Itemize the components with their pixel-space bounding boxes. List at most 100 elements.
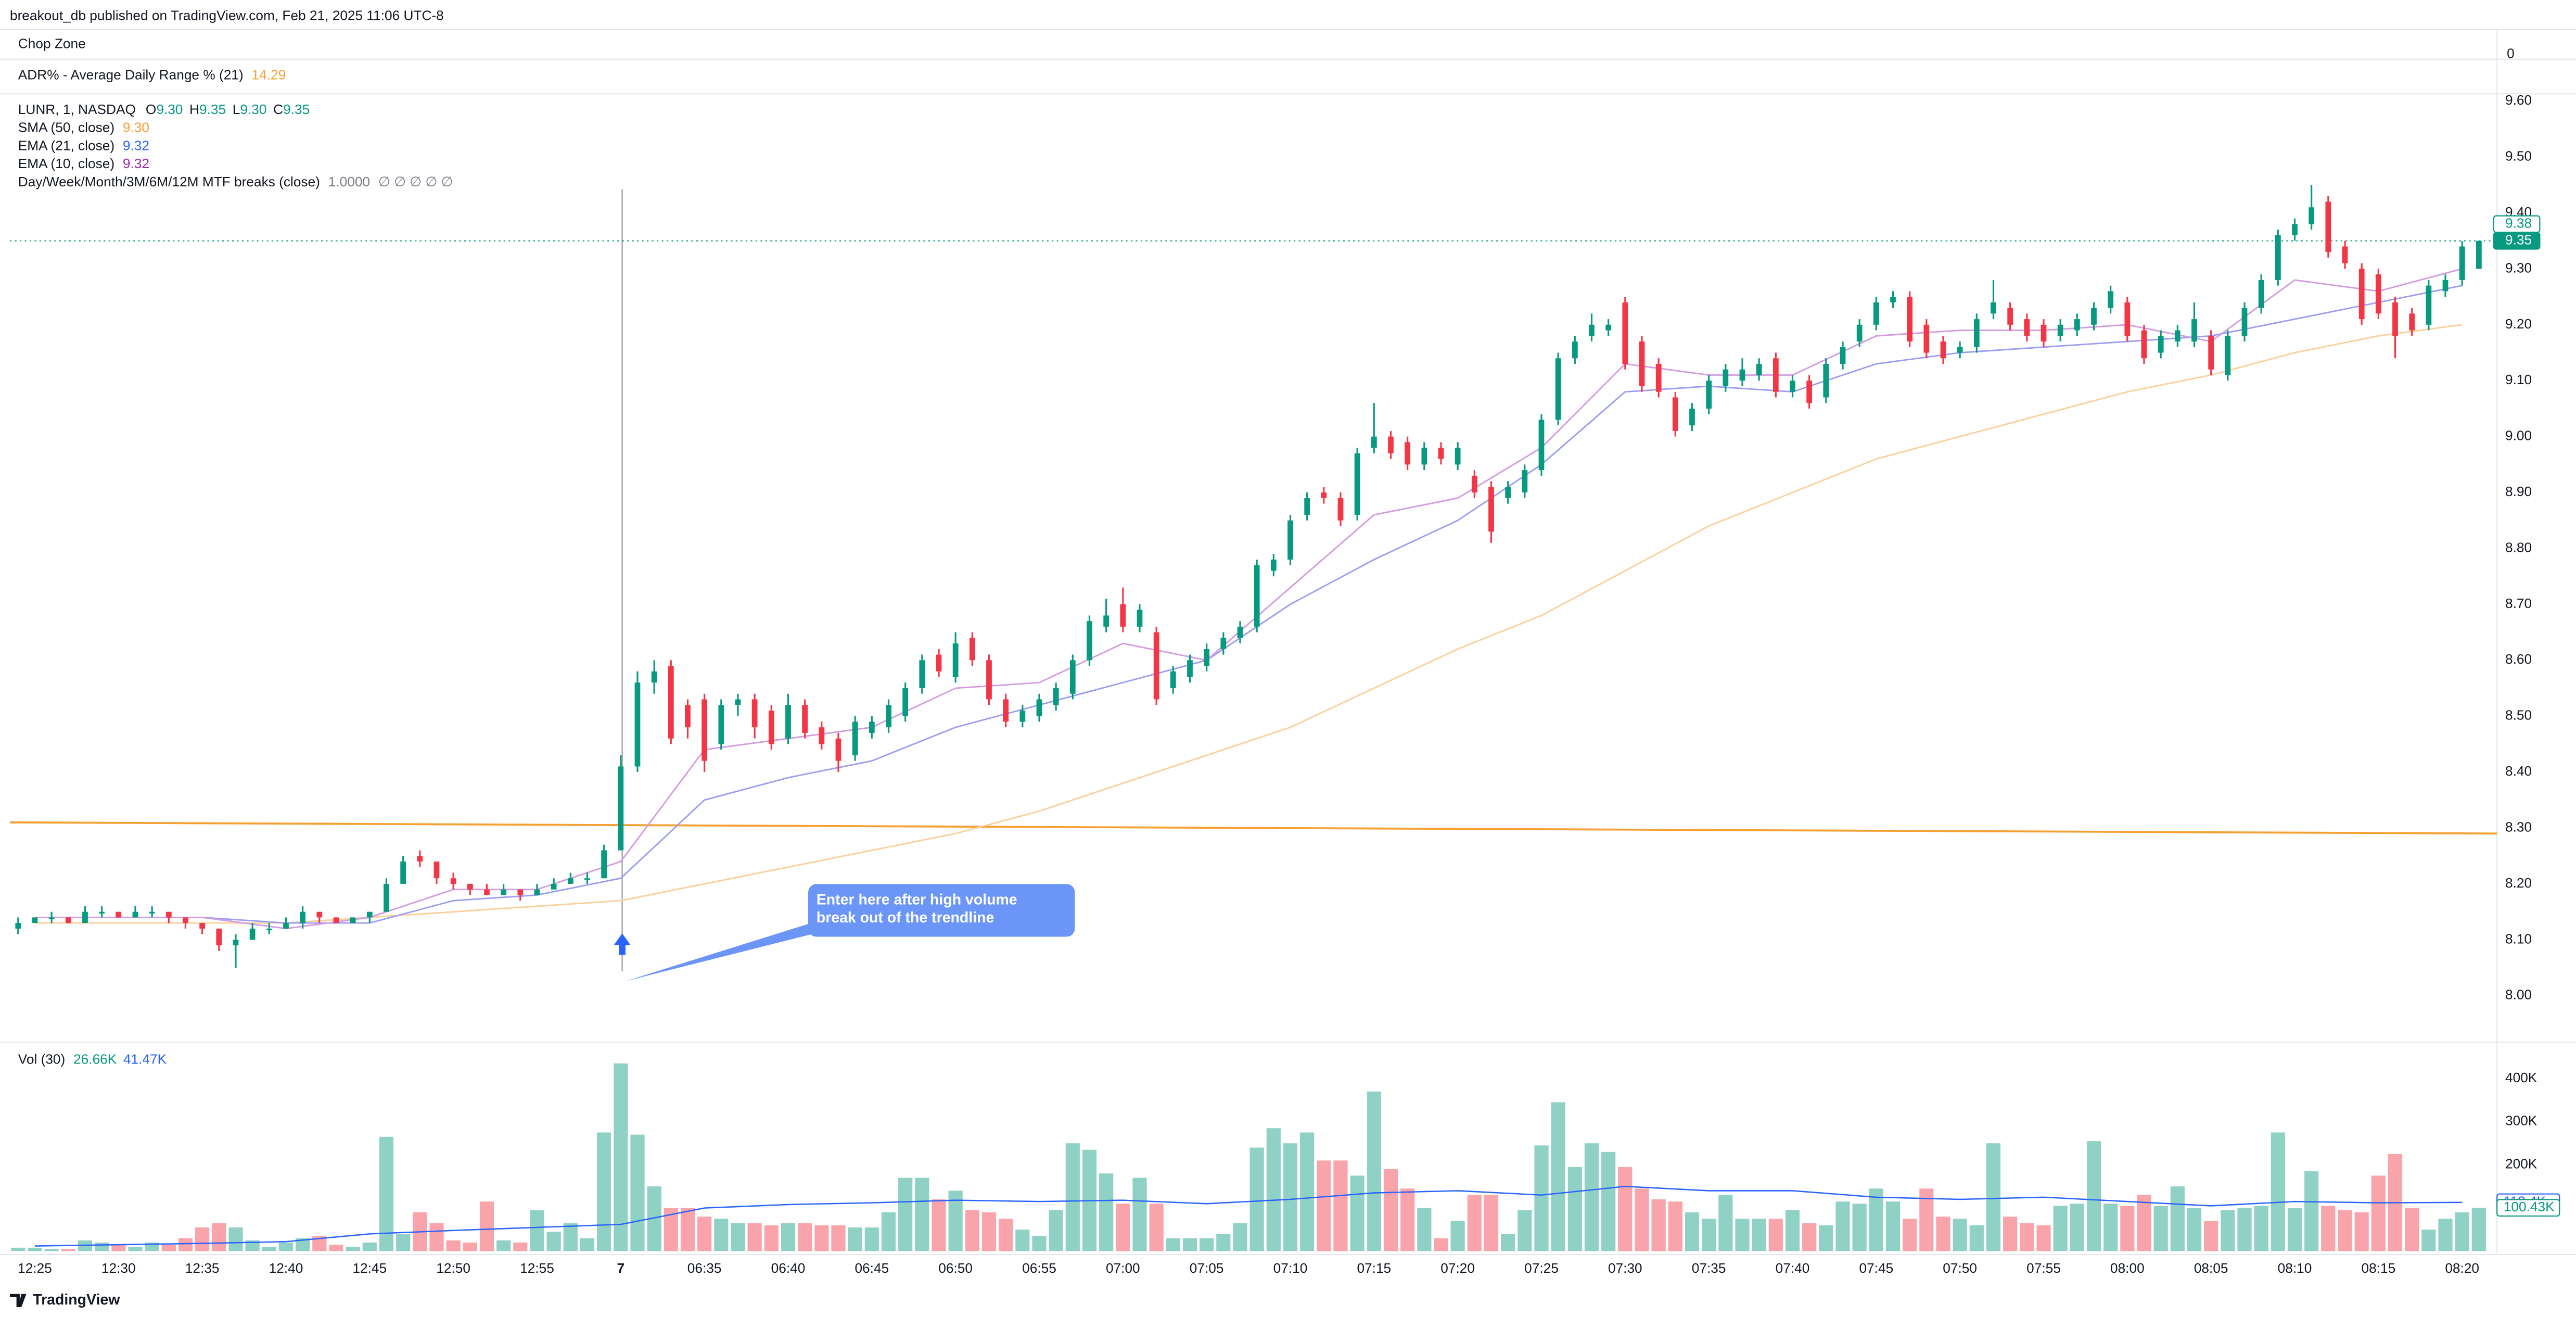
volume-tick-label: 400K bbox=[2505, 1070, 2537, 1085]
candle-body bbox=[2392, 302, 2398, 336]
volume-bar bbox=[95, 1242, 109, 1251]
candle-body bbox=[1069, 660, 1076, 694]
candle-body bbox=[1505, 487, 1511, 498]
candle-body bbox=[82, 911, 88, 923]
volume-bar bbox=[178, 1238, 193, 1251]
volume-bar bbox=[1685, 1212, 1700, 1251]
callout-box bbox=[808, 884, 1075, 937]
candle-body bbox=[48, 917, 55, 919]
candle-body bbox=[183, 917, 188, 923]
volume-bar bbox=[11, 1247, 25, 1251]
candle-body bbox=[266, 928, 272, 931]
x-tick-label: 07:35 bbox=[1692, 1260, 1726, 1276]
volume-ma-line bbox=[34, 1185, 2463, 1247]
candle-body bbox=[1689, 408, 1695, 426]
volume-bar bbox=[128, 1247, 143, 1251]
ohlc-value: 9.35 bbox=[199, 102, 226, 117]
price-label-box bbox=[2493, 232, 2541, 250]
callout-text: break out of the trendline bbox=[817, 909, 994, 926]
x-tick-label: 12:55 bbox=[520, 1260, 554, 1276]
candle-body bbox=[1371, 436, 1377, 448]
volume-bar bbox=[262, 1247, 276, 1251]
volume-bar bbox=[2204, 1221, 2218, 1251]
candle-body bbox=[2174, 330, 2180, 342]
y-tick-label: 9.30 bbox=[2505, 260, 2532, 275]
candle-body bbox=[1287, 520, 1293, 560]
ma-legend-name: EMA (10, close) bbox=[18, 156, 114, 171]
volume-bar bbox=[1752, 1219, 1766, 1251]
volume-bar bbox=[864, 1227, 879, 1251]
volume-bar bbox=[1417, 1208, 1432, 1251]
candle-body bbox=[2108, 291, 2114, 308]
volume-bar bbox=[161, 1245, 176, 1251]
volume-bar bbox=[1233, 1223, 1247, 1251]
candle-body bbox=[952, 643, 959, 677]
candle-body bbox=[384, 883, 389, 912]
volume-bar bbox=[1317, 1160, 1331, 1251]
mtf-flags: ∅ ∅ ∅ ∅ ∅ bbox=[378, 174, 453, 189]
volume-bar bbox=[831, 1225, 846, 1251]
candle-body bbox=[32, 917, 38, 923]
logo-mark bbox=[9, 1294, 27, 1308]
volume-label-box bbox=[2496, 1199, 2560, 1217]
volume-bar bbox=[2170, 1186, 2185, 1251]
candle-body bbox=[333, 917, 339, 923]
trendline bbox=[9, 821, 2497, 835]
volume-bar bbox=[2471, 1208, 2486, 1251]
candle-body bbox=[1204, 649, 1210, 666]
volume-bar bbox=[44, 1249, 59, 1251]
candle-body bbox=[316, 911, 323, 918]
y-tick-label: 8.60 bbox=[2505, 651, 2532, 667]
candle-body bbox=[601, 850, 607, 879]
candle-body bbox=[283, 923, 289, 929]
volume-bar bbox=[1032, 1236, 1047, 1251]
candle-body bbox=[1756, 364, 1762, 375]
candle-body bbox=[886, 705, 891, 728]
ohlc-key: H bbox=[189, 102, 199, 117]
volume-bar bbox=[1166, 1238, 1180, 1251]
volume-bar bbox=[563, 1223, 578, 1251]
y-tick-label: 9.00 bbox=[2505, 428, 2532, 444]
volume-bar bbox=[731, 1223, 745, 1251]
candle-body bbox=[1003, 699, 1009, 722]
candle-body bbox=[1739, 369, 1745, 381]
volume-bar bbox=[798, 1223, 812, 1251]
candle-body bbox=[1220, 638, 1227, 649]
candle-body bbox=[718, 705, 724, 744]
volume-bar bbox=[848, 1227, 862, 1251]
x-tick-label: 07:30 bbox=[1608, 1260, 1642, 1276]
volume-bar bbox=[2304, 1171, 2319, 1251]
volume-bar bbox=[195, 1227, 210, 1251]
ohlc-value: 9.30 bbox=[240, 102, 266, 117]
candle-body bbox=[919, 660, 925, 688]
volume-bar bbox=[496, 1240, 511, 1251]
adr-name: ADR% - Average Daily Range % (21) bbox=[18, 67, 244, 82]
candle-body bbox=[1237, 626, 1243, 638]
volume-bar bbox=[981, 1212, 997, 1251]
chop-zone-title: Chop Zone bbox=[18, 35, 86, 51]
volume-bar bbox=[2405, 1208, 2419, 1251]
volume-bar bbox=[1467, 1195, 1482, 1251]
volume-bar bbox=[2103, 1204, 2118, 1251]
x-tick-label: 06:35 bbox=[687, 1260, 722, 1276]
candle-body bbox=[116, 911, 122, 918]
volume-bar bbox=[1099, 1173, 1114, 1251]
candle-body bbox=[785, 705, 791, 739]
candle-body bbox=[1455, 448, 1461, 465]
volume-bar bbox=[1534, 1145, 1549, 1251]
candle-body bbox=[2158, 336, 2164, 353]
x-tick-label: 07:45 bbox=[1859, 1260, 1893, 1276]
candle-body bbox=[685, 705, 691, 728]
volume-bar bbox=[1551, 1102, 1565, 1251]
candle-body bbox=[1019, 710, 1026, 722]
volume-label: 100.43K bbox=[2504, 1199, 2555, 1214]
candle-body bbox=[99, 911, 105, 914]
x-tick-label: 07:50 bbox=[1943, 1260, 1977, 1276]
candle-body bbox=[2191, 319, 2197, 342]
adr-legend: ADR% - Average Daily Range % (21) 14.29 bbox=[18, 67, 286, 82]
x-tick-label: 12:45 bbox=[352, 1260, 387, 1276]
candle-body bbox=[668, 666, 674, 739]
candle-body bbox=[2309, 207, 2315, 224]
x-tick-label: 08:10 bbox=[2278, 1260, 2312, 1276]
